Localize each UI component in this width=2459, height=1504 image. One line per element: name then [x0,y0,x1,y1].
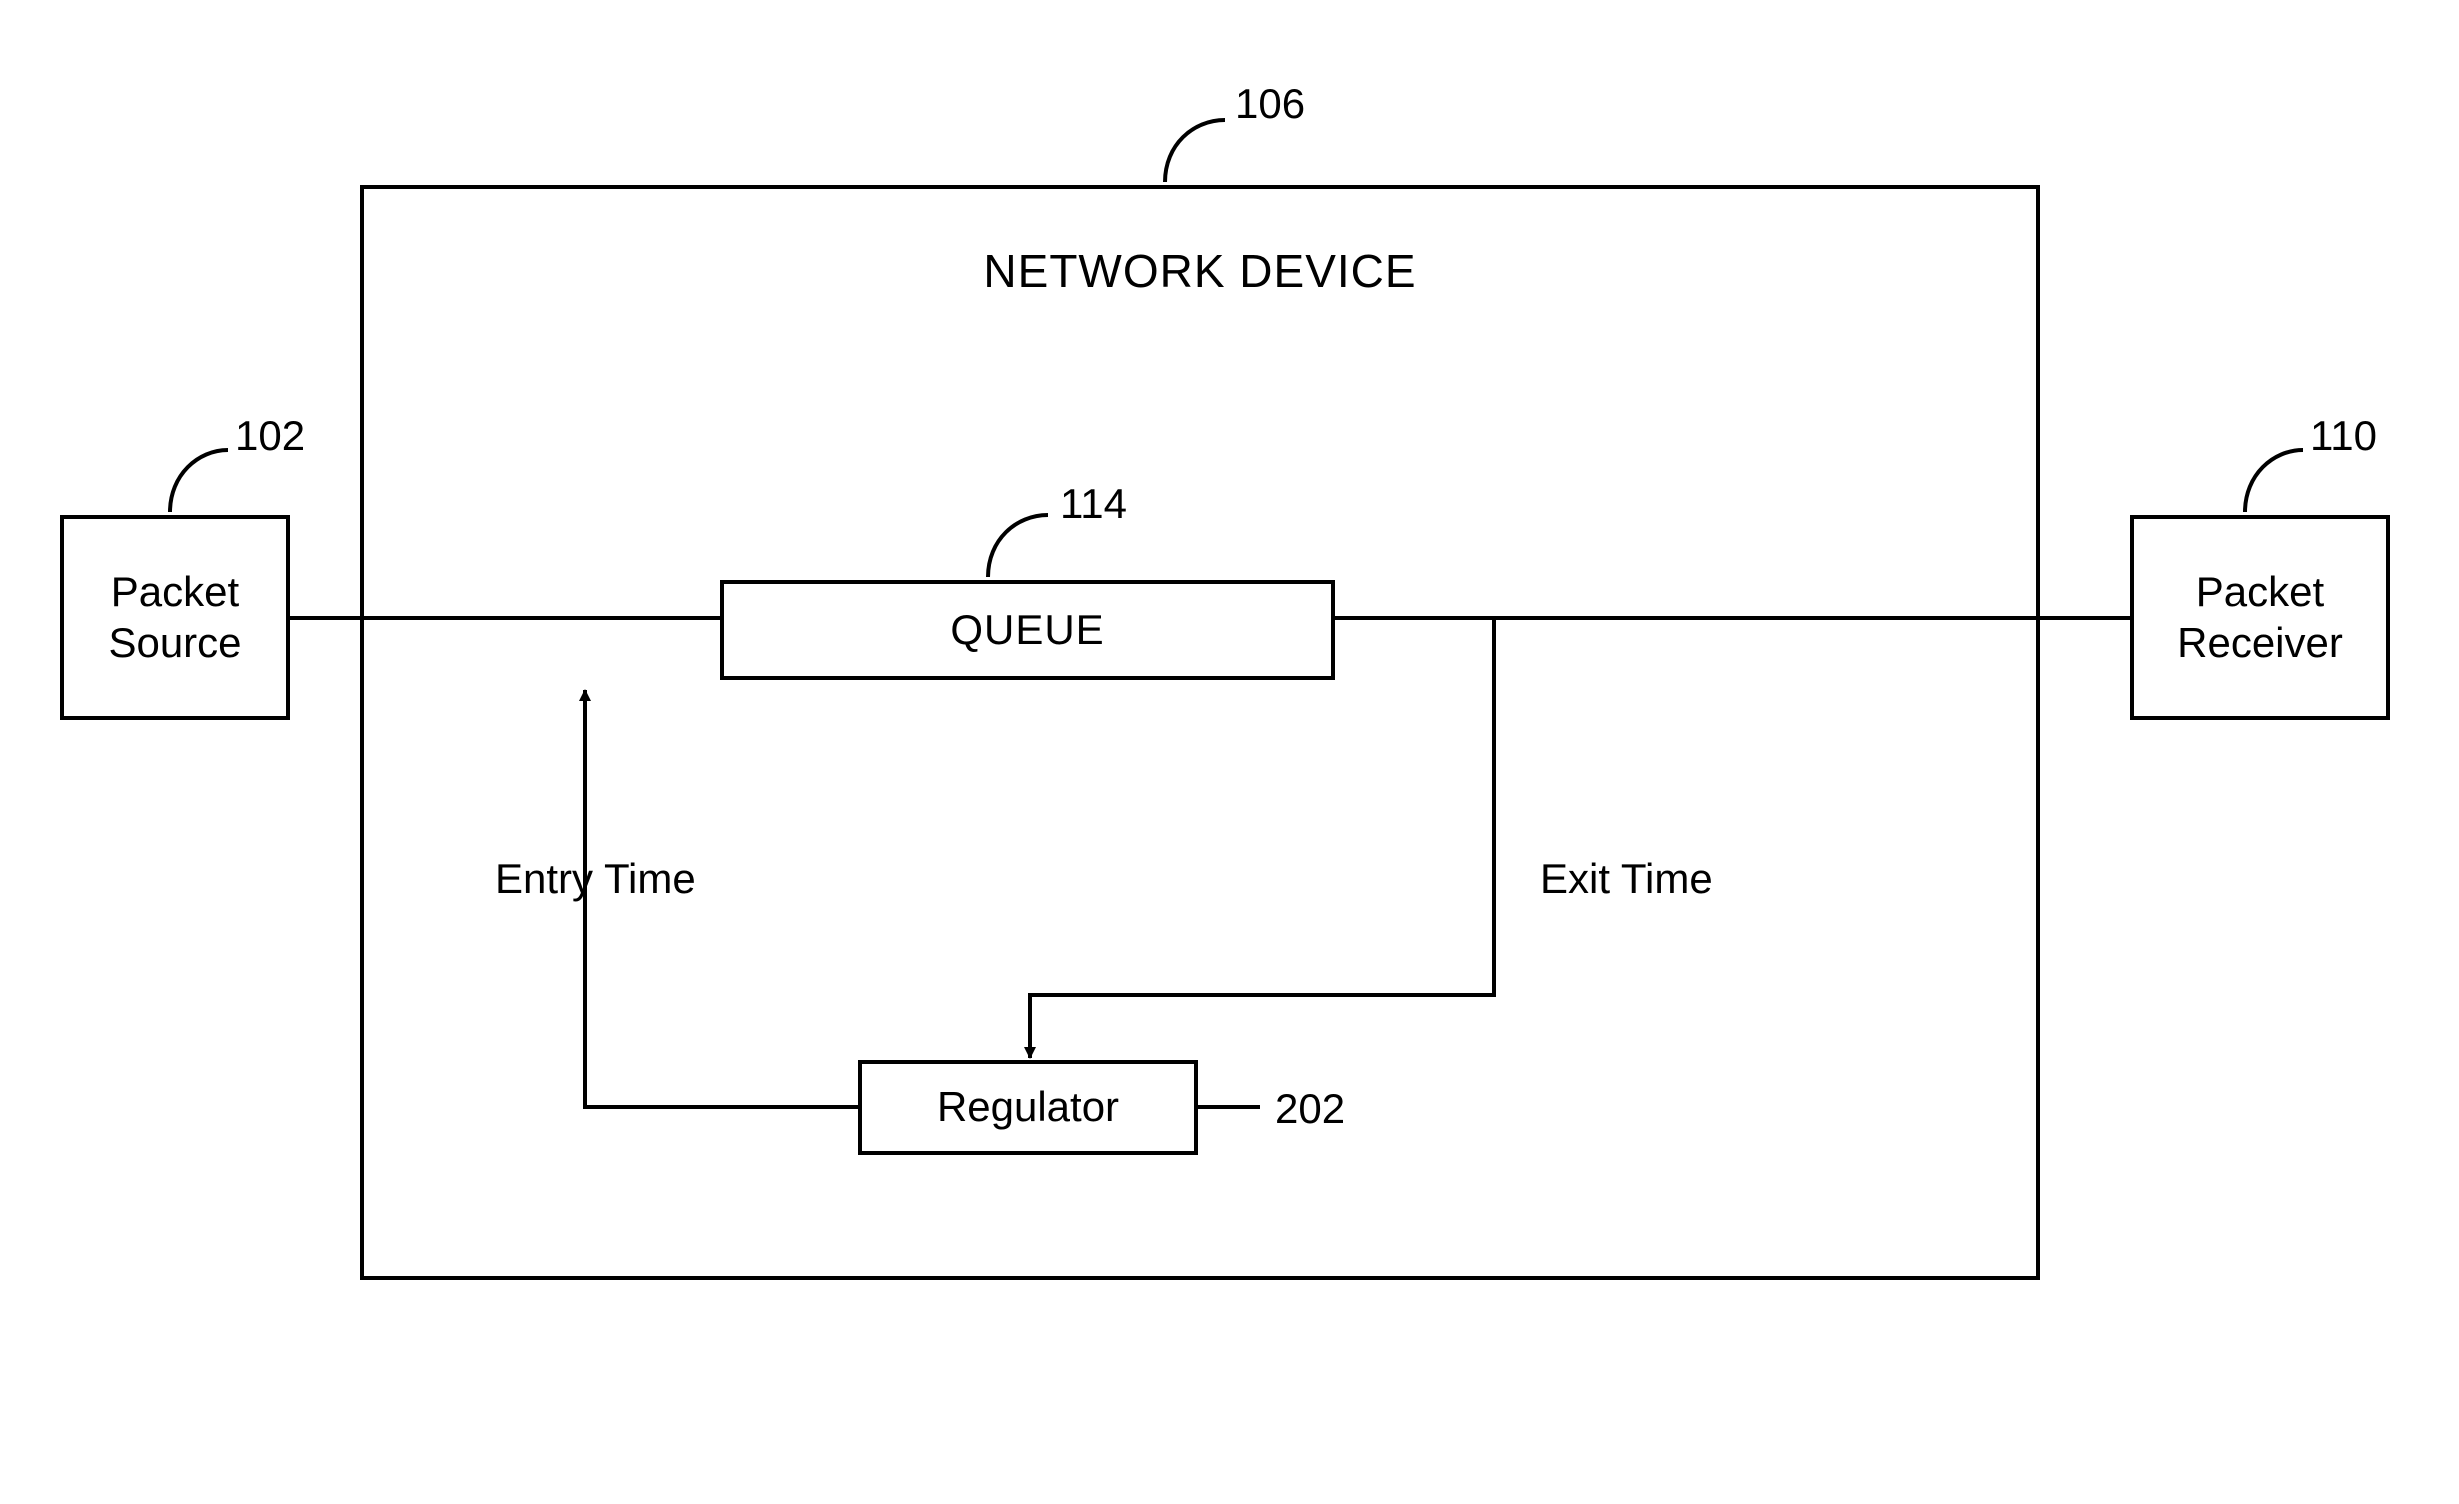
regulator-label: Regulator [937,1082,1119,1132]
queue-label: QUEUE [950,605,1104,655]
regulator-box: Regulator [858,1060,1198,1155]
packet-source-box: Packet Source [60,515,290,720]
packet-receiver-box: Packet Receiver [2130,515,2390,720]
ref-102: 102 [235,412,305,460]
network-device-label: NETWORK DEVICE [983,244,1416,299]
ref-202: 202 [1275,1085,1345,1133]
ref-106: 106 [1235,80,1305,128]
network-device-box: NETWORK DEVICE [360,185,2040,1280]
packet-receiver-label: Packet Receiver [2177,567,2343,668]
exit-time-label: Exit Time [1540,855,1713,903]
entry-time-label: Entry Time [495,855,696,903]
ref-114: 114 [1060,480,1127,528]
queue-box: QUEUE [720,580,1335,680]
ref-110: 110 [2310,412,2377,460]
packet-source-label: Packet Source [108,567,241,668]
diagram-canvas: NETWORK DEVICE Packet Source Packet Rece… [0,0,2459,1504]
